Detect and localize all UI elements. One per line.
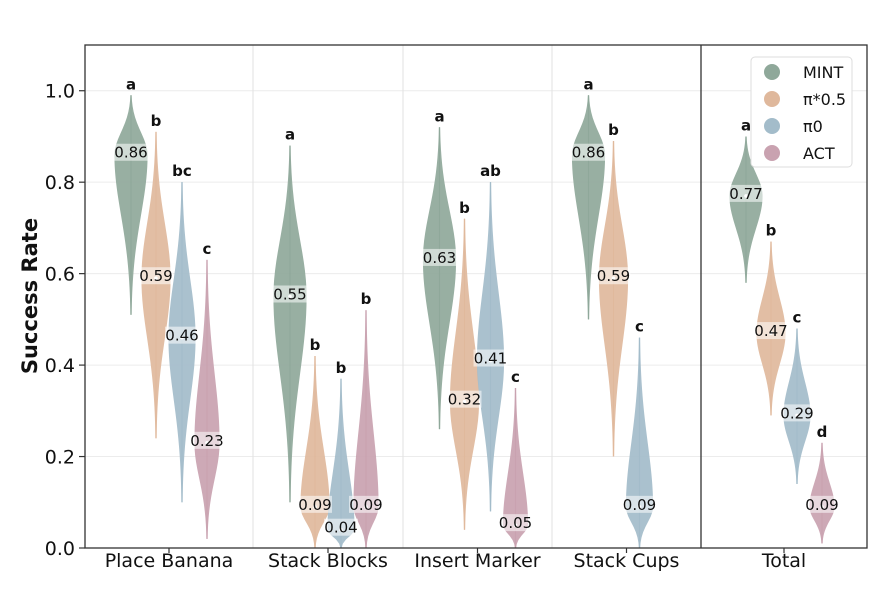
significance-letter: c <box>793 309 802 327</box>
value-label-box <box>298 495 332 513</box>
violin-value-label: 0.23 <box>190 432 223 450</box>
legend: MINT π*0.5 π0 ACT <box>750 56 853 168</box>
legend-swatch <box>764 145 780 161</box>
significance-letter: b <box>336 359 347 377</box>
x-category-label: Total <box>761 550 806 572</box>
legend-frame <box>750 56 853 168</box>
value-label-box <box>447 390 482 408</box>
violin-value-label: 0.59 <box>139 267 172 285</box>
y-axis: 0.0 0.2 0.4 0.6 0.8 1.0 <box>45 81 85 560</box>
x-category-label: Insert Marker <box>414 550 540 572</box>
violin-shape <box>625 337 654 548</box>
violin-value-label: 0.09 <box>298 496 331 514</box>
plot-frame <box>84 44 868 549</box>
legend-entry-label: MINT <box>803 63 843 82</box>
violin-value-label: 0.47 <box>754 322 787 340</box>
significance-letter: b <box>459 199 470 217</box>
violin-value-label: 0.09 <box>805 496 838 514</box>
y-tick-label: 0.2 <box>45 447 75 469</box>
significance-letter: d <box>817 423 828 441</box>
violin-shape <box>476 182 505 512</box>
violin-value-label: 0.05 <box>499 514 532 532</box>
significance-letter: b <box>310 336 321 354</box>
violin-value-label: 0.29 <box>780 404 813 422</box>
y-tick-label: 1.0 <box>45 81 75 103</box>
violin-value-label: 0.63 <box>423 249 456 267</box>
violins-layer <box>114 95 835 548</box>
legend-entry-label: π*0.5 <box>803 90 846 109</box>
significance-letter: a <box>583 75 593 93</box>
violin-shape <box>141 131 171 439</box>
value-label-box <box>190 431 224 449</box>
violin-value-label: 0.09 <box>623 496 656 514</box>
value-label-box <box>622 495 657 513</box>
significance-letter: a <box>434 107 444 125</box>
y-tick-label: 0.4 <box>45 355 75 377</box>
value-label-box <box>422 248 457 266</box>
significance-letter: bc <box>172 162 192 180</box>
violin-value-label: 0.09 <box>349 496 382 514</box>
legend-entry-label: ACT <box>803 144 835 163</box>
labels-layer: 0.86a0.59b0.46bc0.23c0.55a0.09b0.04b0.09… <box>114 75 839 537</box>
significance-letter: c <box>511 368 520 386</box>
violin-value-label: 0.86 <box>572 144 605 162</box>
significance-letter: c <box>635 318 644 336</box>
x-category-label: Place Banana <box>105 550 234 572</box>
violin-value-label: 0.55 <box>273 286 306 304</box>
violin-shape <box>327 378 355 548</box>
value-label-box <box>273 285 307 303</box>
violin-value-label: 0.46 <box>165 327 198 345</box>
significance-letter: a <box>285 126 295 144</box>
violin-shape <box>194 259 220 539</box>
legend-swatch <box>764 118 780 134</box>
y-axis-title: Success Rate <box>18 218 42 374</box>
value-label-box <box>596 267 631 285</box>
value-label-box <box>473 349 508 367</box>
value-label-box <box>349 495 383 513</box>
violin-shape <box>809 442 835 544</box>
significance-letter: b <box>608 121 619 139</box>
value-label-box <box>780 404 814 422</box>
violin-shape <box>273 145 307 503</box>
significance-letter: b <box>361 290 372 308</box>
x-category-label: Stack Blocks <box>268 550 388 572</box>
significance-letter: b <box>766 222 777 240</box>
value-label-box <box>165 326 199 344</box>
x-axis: Place Banana Stack Blocks Insert Marker Sta… <box>105 548 806 572</box>
violin-shape <box>353 310 379 548</box>
value-label-box <box>729 184 763 202</box>
legend-swatch <box>764 91 780 107</box>
value-label-box <box>114 143 148 161</box>
value-label-box <box>571 143 606 161</box>
y-tick-label: 0.0 <box>45 538 75 560</box>
value-label-box <box>805 495 839 513</box>
violin-shape <box>598 141 629 457</box>
value-label-box <box>324 518 358 536</box>
significance-letter: c <box>203 240 212 258</box>
value-label-box <box>139 267 173 285</box>
violin-value-label: 0.32 <box>448 391 481 409</box>
violin-shape <box>502 387 529 548</box>
violin-value-label: 0.41 <box>474 350 507 368</box>
y-tick-label: 0.6 <box>45 264 75 286</box>
significance-letter: ab <box>480 162 501 180</box>
x-category-label: Stack Cups <box>574 550 680 572</box>
violin-shape <box>729 136 763 283</box>
violin-value-label: 0.04 <box>324 519 357 537</box>
violin-shape <box>422 127 457 430</box>
y-tick-label: 0.8 <box>45 172 75 194</box>
violin-value-label: 0.59 <box>597 267 630 285</box>
significance-letter: a <box>126 75 136 93</box>
violin-shape <box>449 218 480 530</box>
violin-value-label: 0.77 <box>729 185 762 203</box>
significance-letter: b <box>151 112 162 130</box>
group-separators <box>252 45 702 548</box>
significance-letter: a <box>741 116 751 134</box>
value-label-box <box>498 514 533 532</box>
legend-entry-label: π0 <box>803 117 823 136</box>
violin-value-label: 0.86 <box>114 144 147 162</box>
value-label-box <box>754 322 788 340</box>
legend-swatch <box>764 64 780 80</box>
